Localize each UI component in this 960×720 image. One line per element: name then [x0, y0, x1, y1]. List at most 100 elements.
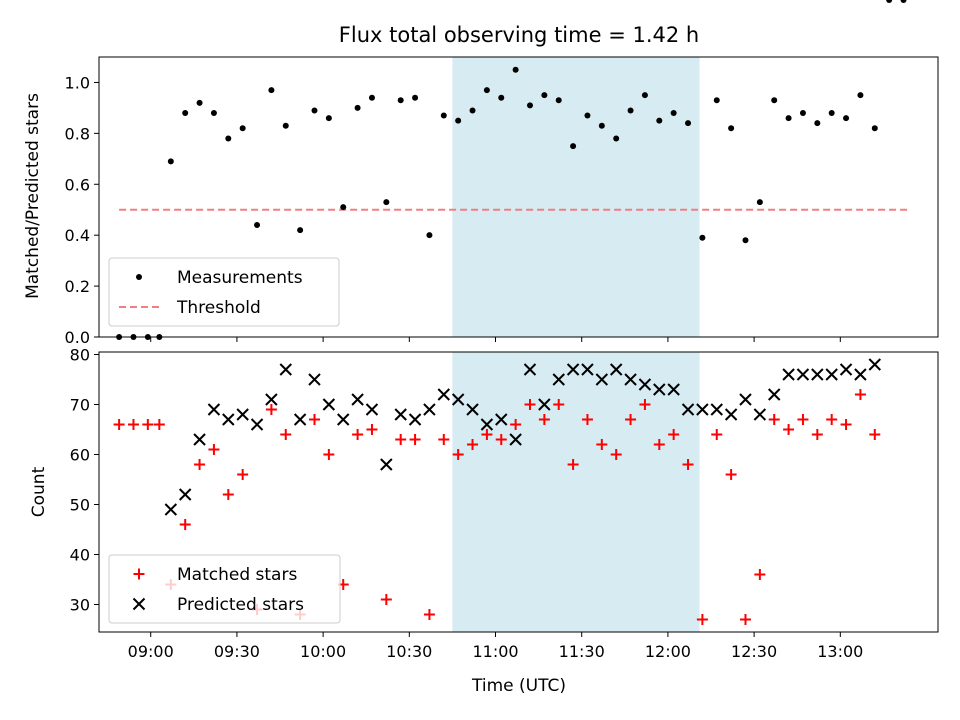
top-legend: Measurements Threshold [108, 257, 340, 327]
matched-star-point [610, 449, 622, 460]
measurement-point [254, 222, 261, 228]
measurement-point [182, 110, 189, 116]
measurement-point [656, 117, 663, 124]
predicted-star-point [523, 363, 537, 376]
bottom-panel: 30 40 50 60 70 80 09:00 09:30 10:00 10:30 11:00 11… [29, 346, 939, 696]
matched-star-point [553, 399, 565, 410]
matched-star-point [754, 569, 766, 580]
measurement-point [828, 110, 835, 116]
matched-star-point [639, 399, 651, 410]
matched-star-point [127, 419, 139, 430]
xtick-label: 11:00 [472, 642, 518, 661]
measurement-point [383, 199, 390, 206]
predicted-star-point [408, 413, 422, 426]
predicted-star-point [394, 408, 407, 421]
bottom-ytick-label: 60 [70, 446, 90, 465]
measurement-point [397, 97, 404, 104]
predicted-star-point [782, 368, 795, 381]
predicted-star-point [380, 458, 393, 471]
matched-star-point [739, 614, 751, 625]
measurement-point [282, 122, 289, 129]
predicted-star-point [193, 433, 206, 446]
matched-star-point [510, 419, 522, 430]
matched-star-point [208, 444, 220, 455]
predicted-star-point [466, 403, 479, 416]
measurement-point [311, 107, 318, 114]
predicted-star-point [595, 373, 609, 386]
matched-star-point [668, 429, 680, 440]
top-axes-frame [98, 56, 939, 338]
matched-star-point [581, 414, 593, 425]
matched-star-point [265, 404, 277, 415]
legend-frame [108, 257, 340, 327]
matched-star-point [725, 469, 737, 480]
measurement-point [771, 97, 778, 104]
legend-measurements-marker [136, 274, 142, 280]
predicted-star-point [566, 363, 580, 376]
measurement-point [886, 0, 893, 3]
measurement-point [368, 94, 375, 101]
top-ylabel: Matched/Predicted stars [23, 93, 43, 299]
predicted-star-point [825, 368, 838, 381]
measurement-point [426, 232, 433, 239]
top-panel: 0.0 0.2 0.4 0.6 0.8 1.0 Matched/Predicted sta… [23, 0, 939, 347]
measurement-point [843, 115, 850, 122]
bottom-axes-frame [98, 351, 939, 633]
predicted-star-point [696, 403, 709, 416]
matched-star-point [567, 459, 579, 470]
bottom-ytick-label: 30 [70, 596, 90, 615]
measurement-point [699, 234, 706, 241]
bottom-ytick-label: 80 [70, 346, 90, 365]
matched-star-point [840, 419, 852, 430]
measurement-point [455, 117, 462, 124]
predicted-star-point [164, 503, 178, 516]
predicted-star-point [337, 413, 350, 426]
matched-star-point [524, 399, 536, 410]
measurement-point [196, 99, 203, 106]
measurement-point [526, 102, 533, 109]
predicted-star-point [811, 368, 824, 381]
matched-star-point [481, 429, 493, 440]
predicted-star-point [753, 408, 767, 421]
measurement-point [756, 199, 763, 206]
predicted-star-point [365, 403, 379, 416]
bottom-ytick-label: 40 [70, 546, 90, 565]
matched-star-point [538, 414, 550, 425]
measurement-point [670, 110, 677, 116]
measurement-point [742, 237, 749, 244]
measurement-point [412, 94, 419, 101]
legend-predicted-marker [132, 597, 146, 611]
matched-star-point [495, 434, 507, 445]
xtick-label: 09:00 [128, 642, 174, 661]
matched-star-point [625, 414, 637, 425]
bottom-ylabel: Count [29, 466, 49, 517]
matched-star-point [409, 434, 421, 445]
top-ytick-label: 0.6 [65, 175, 90, 194]
predicted-star-point [796, 368, 810, 381]
bottom-legend: Matched stars Predicted stars [108, 554, 341, 624]
measurement-point [210, 110, 217, 116]
top-ytick-label: 0.4 [65, 226, 90, 245]
measurement-point [799, 110, 806, 116]
measurement-point [541, 92, 548, 99]
predicted-star-point [423, 403, 436, 416]
measurement-point [167, 158, 174, 165]
legend-threshold-label: Threshold [176, 298, 261, 318]
predicted-star-point [739, 393, 752, 406]
measurement-point [785, 115, 792, 122]
bottom-ytick-label: 50 [70, 496, 90, 515]
matched-star-point [308, 414, 320, 425]
matched-star-point [783, 424, 795, 435]
predicted-star-point [667, 383, 680, 396]
predicted-star-point [437, 388, 451, 401]
xtick-label: 09:30 [214, 642, 260, 661]
xtick-label: 10:00 [300, 642, 346, 661]
x-axis-label: Time (UTC) [471, 676, 566, 696]
measurement-point [584, 112, 591, 119]
matched-star-point [179, 519, 191, 530]
predicted-star-point [509, 433, 522, 446]
predicted-star-point [653, 383, 666, 396]
matched-star-point [596, 439, 608, 450]
matched-star-point [280, 429, 292, 440]
matched-star-point [797, 414, 809, 425]
